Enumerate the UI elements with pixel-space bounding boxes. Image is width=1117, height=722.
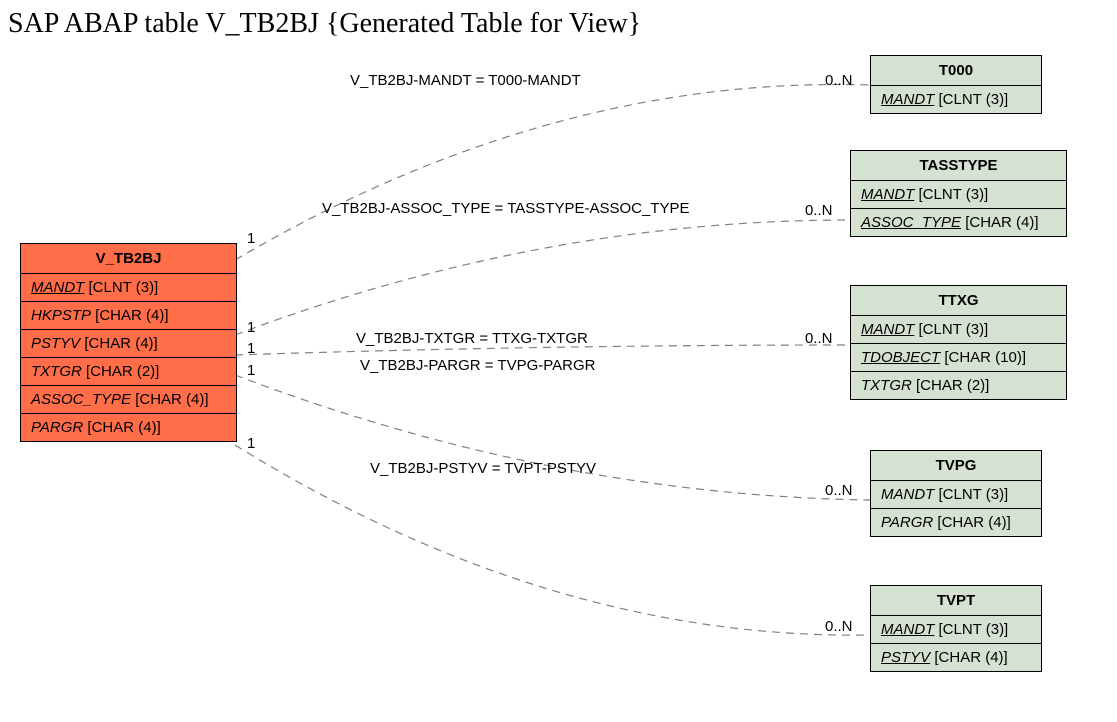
field-type: [CHAR (4)] xyxy=(91,307,169,324)
entity-field: MANDT [CLNT (3)] xyxy=(21,274,236,302)
relation-edge xyxy=(235,84,870,260)
field-type: [CHAR (4)] xyxy=(961,214,1039,231)
entity-ttxg: TTXGMANDT [CLNT (3)]TDOBJECT [CHAR (10)]… xyxy=(850,285,1067,400)
field-type: [CLNT (3)] xyxy=(84,279,158,296)
field-name: PSTYV xyxy=(881,649,930,666)
entity-field: PARGR [CHAR (4)] xyxy=(21,414,236,441)
cardinality-target: 0..N xyxy=(825,72,853,89)
relation-label: V_TB2BJ-PARGR = TVPG-PARGR xyxy=(360,357,595,374)
entity-field: TXTGR [CHAR (2)] xyxy=(21,358,236,386)
entity-field: TDOBJECT [CHAR (10)] xyxy=(851,344,1066,372)
field-name: ASSOC_TYPE xyxy=(861,214,961,231)
relation-edge xyxy=(235,220,850,335)
entity-field: MANDT [CLNT (3)] xyxy=(871,481,1041,509)
entity-header: V_TB2BJ xyxy=(21,244,236,274)
cardinality-source: 1 xyxy=(247,362,255,379)
entity-field: TXTGR [CHAR (2)] xyxy=(851,372,1066,399)
entity-t000: T000MANDT [CLNT (3)] xyxy=(870,55,1042,114)
diagram-title: SAP ABAP table V_TB2BJ {Generated Table … xyxy=(8,8,641,40)
field-type: [CHAR (4)] xyxy=(80,335,158,352)
field-name: MANDT xyxy=(881,621,934,638)
cardinality-target: 0..N xyxy=(825,618,853,635)
entity-header: TTXG xyxy=(851,286,1066,316)
cardinality-target: 0..N xyxy=(805,330,833,347)
entity-field: MANDT [CLNT (3)] xyxy=(871,86,1041,113)
relation-edge xyxy=(235,375,870,500)
entity-header: TASSTYPE xyxy=(851,151,1066,181)
field-name: TDOBJECT xyxy=(861,349,940,366)
field-name: PARGR xyxy=(31,419,83,436)
cardinality-source: 1 xyxy=(247,340,255,357)
entity-field: PSTYV [CHAR (4)] xyxy=(871,644,1041,671)
field-name: ASSOC_TYPE xyxy=(31,391,131,408)
cardinality-source: 1 xyxy=(247,435,255,452)
field-type: [CLNT (3)] xyxy=(934,486,1008,503)
field-type: [CHAR (4)] xyxy=(933,514,1011,531)
field-type: [CLNT (3)] xyxy=(914,186,988,203)
entity-v_tb2bj: V_TB2BJMANDT [CLNT (3)]HKPSTP [CHAR (4)]… xyxy=(20,243,237,442)
field-type: [CHAR (2)] xyxy=(912,377,990,394)
entity-field: HKPSTP [CHAR (4)] xyxy=(21,302,236,330)
field-name: TXTGR xyxy=(31,363,82,380)
field-type: [CLNT (3)] xyxy=(934,621,1008,638)
cardinality-source: 1 xyxy=(247,319,255,336)
entity-field: ASSOC_TYPE [CHAR (4)] xyxy=(21,386,236,414)
cardinality-target: 0..N xyxy=(805,202,833,219)
entity-field: ASSOC_TYPE [CHAR (4)] xyxy=(851,209,1066,236)
entity-tasstype: TASSTYPEMANDT [CLNT (3)]ASSOC_TYPE [CHAR… xyxy=(850,150,1067,237)
field-name: MANDT xyxy=(861,321,914,338)
entity-tvpt: TVPTMANDT [CLNT (3)]PSTYV [CHAR (4)] xyxy=(870,585,1042,672)
entity-header: T000 xyxy=(871,56,1041,86)
relation-label: V_TB2BJ-TXTGR = TTXG-TXTGR xyxy=(356,330,588,347)
cardinality-source: 1 xyxy=(247,230,255,247)
field-name: PARGR xyxy=(881,514,933,531)
entity-field: MANDT [CLNT (3)] xyxy=(851,316,1066,344)
relation-label: V_TB2BJ-PSTYV = TVPT-PSTYV xyxy=(370,460,596,477)
field-type: [CHAR (10)] xyxy=(940,349,1026,366)
field-name: MANDT xyxy=(31,279,84,296)
field-type: [CHAR (4)] xyxy=(83,419,161,436)
field-name: PSTYV xyxy=(31,335,80,352)
field-name: TXTGR xyxy=(861,377,912,394)
field-name: HKPSTP xyxy=(31,307,91,324)
cardinality-target: 0..N xyxy=(825,482,853,499)
entity-field: PSTYV [CHAR (4)] xyxy=(21,330,236,358)
entity-field: MANDT [CLNT (3)] xyxy=(871,616,1041,644)
field-type: [CHAR (2)] xyxy=(82,363,160,380)
entity-header: TVPT xyxy=(871,586,1041,616)
field-type: [CLNT (3)] xyxy=(934,91,1008,108)
entity-tvpg: TVPGMANDT [CLNT (3)]PARGR [CHAR (4)] xyxy=(870,450,1042,537)
field-name: MANDT xyxy=(881,91,934,108)
field-type: [CLNT (3)] xyxy=(914,321,988,338)
entity-field: MANDT [CLNT (3)] xyxy=(851,181,1066,209)
field-name: MANDT xyxy=(881,486,934,503)
relation-label: V_TB2BJ-ASSOC_TYPE = TASSTYPE-ASSOC_TYPE xyxy=(322,200,690,217)
field-type: [CHAR (4)] xyxy=(131,391,209,408)
entity-header: TVPG xyxy=(871,451,1041,481)
field-name: MANDT xyxy=(861,186,914,203)
field-type: [CHAR (4)] xyxy=(930,649,1008,666)
relation-label: V_TB2BJ-MANDT = T000-MANDT xyxy=(350,72,581,89)
entity-field: PARGR [CHAR (4)] xyxy=(871,509,1041,536)
